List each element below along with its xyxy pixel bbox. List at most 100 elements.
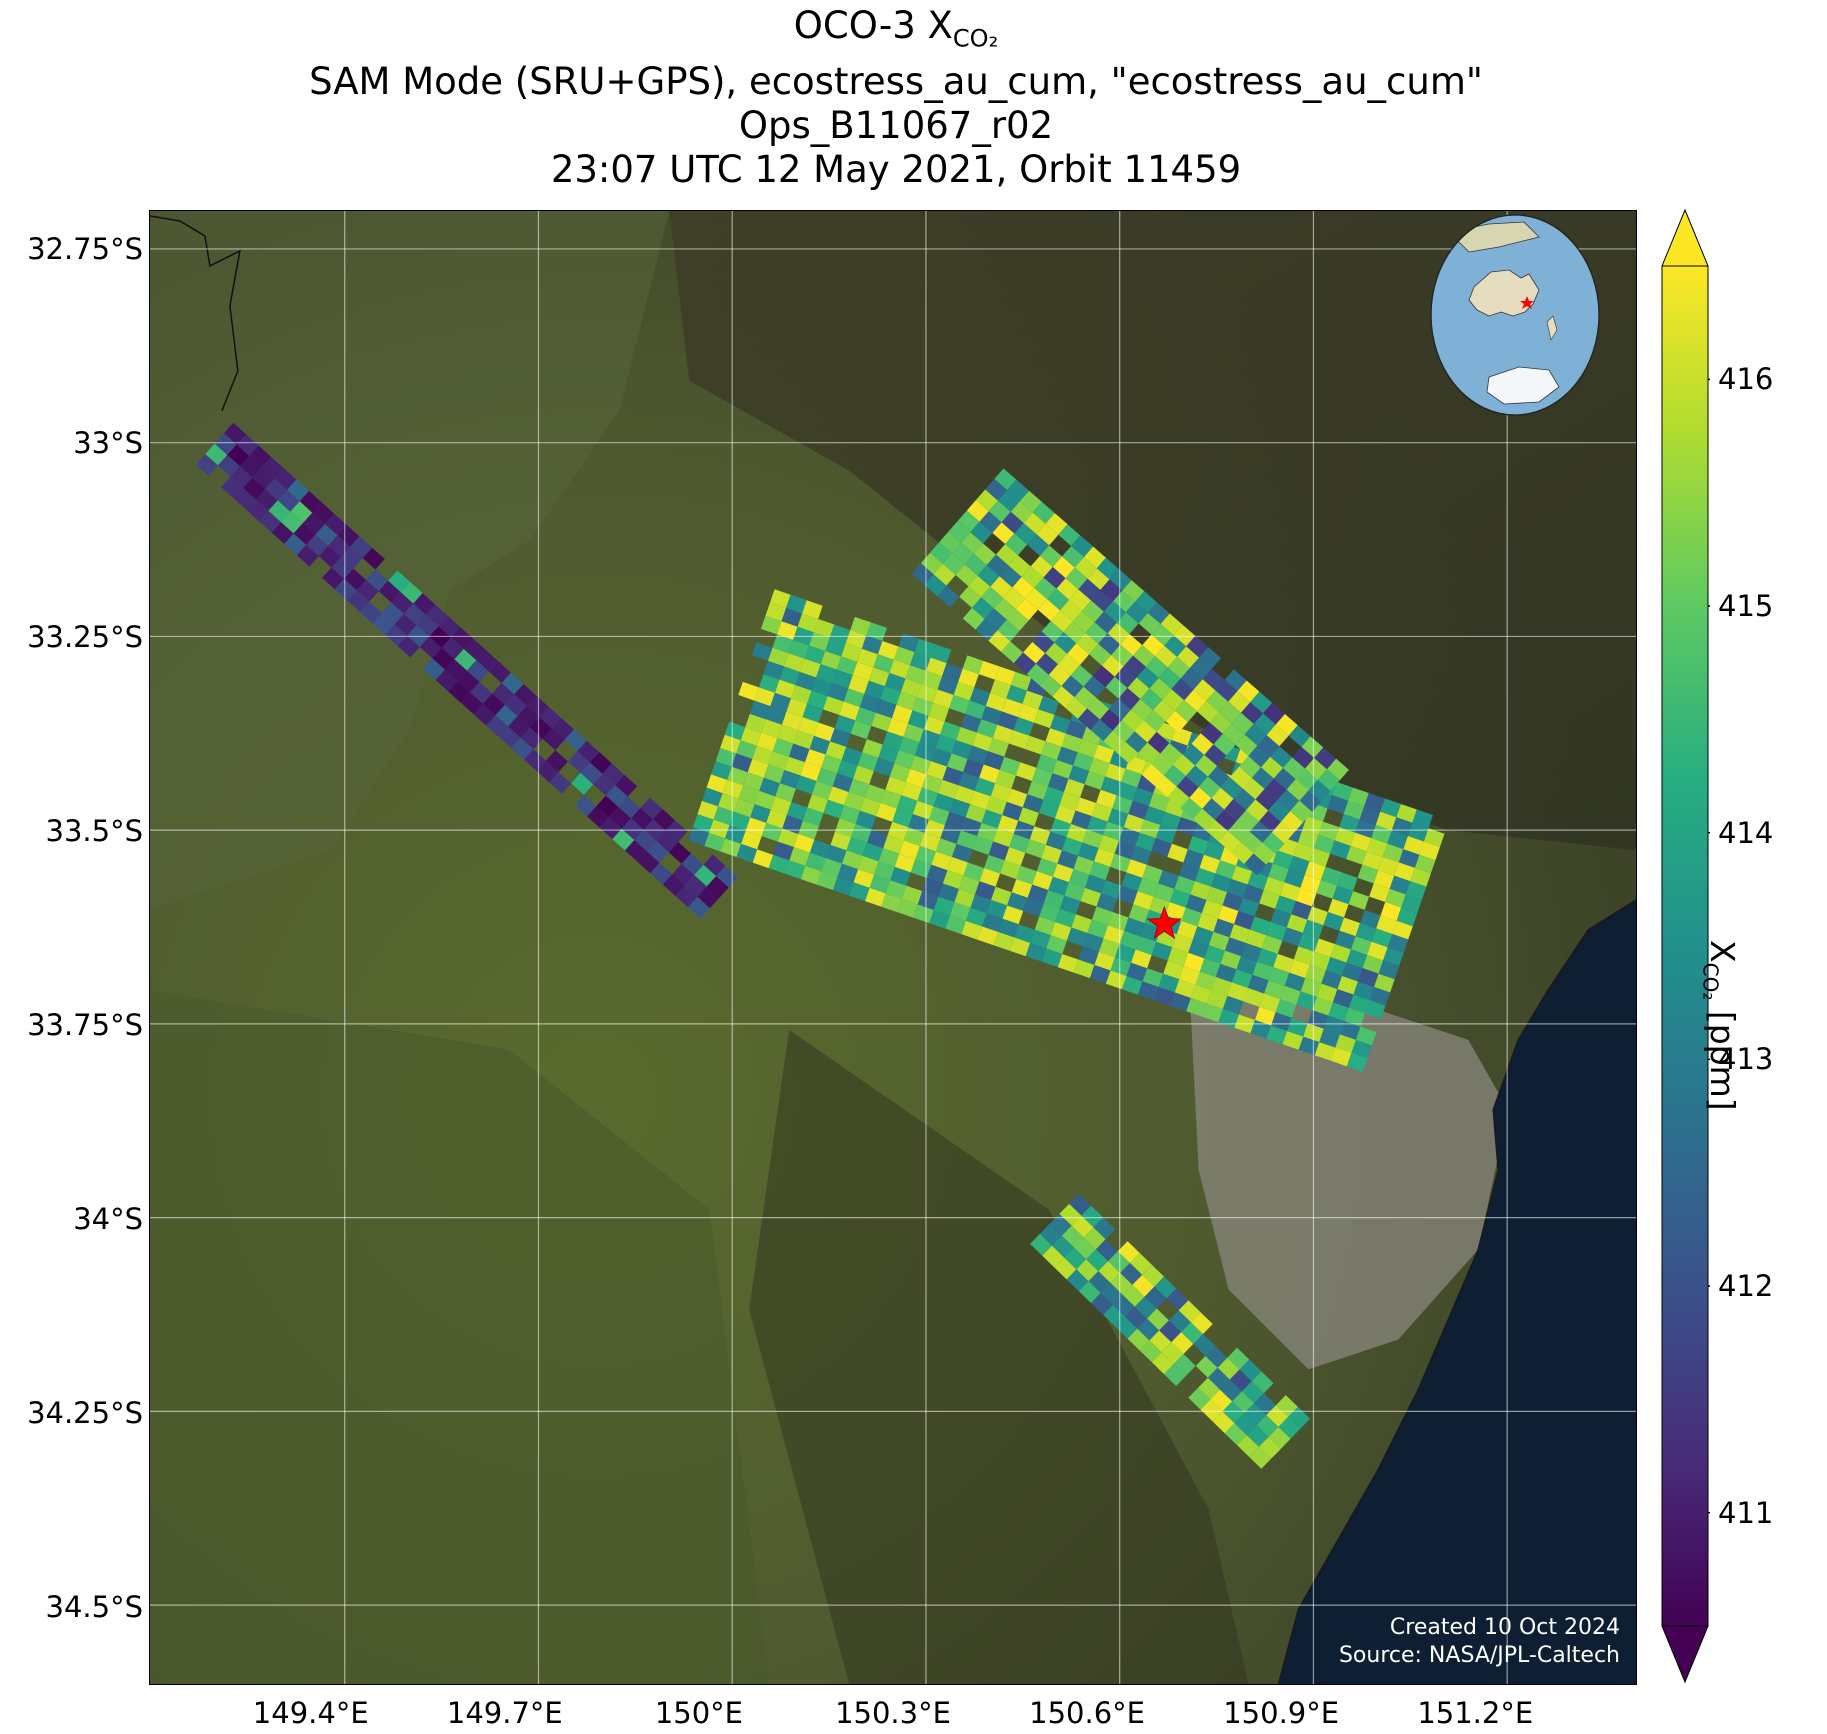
xco2-footprint xyxy=(937,779,959,799)
xco2-footprint xyxy=(926,864,948,884)
xco2-footprint xyxy=(1052,1235,1074,1258)
xco2-footprint xyxy=(221,476,244,499)
map-panel[interactable]: Created 10 Oct 2024 Source: NASA/JPL-Cal… xyxy=(149,210,1637,1685)
xco2-footprint xyxy=(961,817,982,837)
xco2-footprint xyxy=(905,768,927,788)
xco2-footprint xyxy=(1317,769,1340,791)
xco2-footprint xyxy=(688,896,711,919)
xco2-footprint xyxy=(1048,876,1069,896)
xco2-footprint xyxy=(445,659,467,682)
xco2-footprint xyxy=(1061,1225,1084,1248)
xco2-footprint xyxy=(958,772,980,791)
xco2-footprint xyxy=(706,876,729,898)
xco2-footprint xyxy=(850,720,872,740)
xco2-footprint xyxy=(1244,1403,1267,1426)
xco2-footprint xyxy=(876,802,897,822)
xco2-footprint xyxy=(851,823,872,843)
xco2-footprint xyxy=(823,799,845,819)
xco2-footprint xyxy=(953,681,975,701)
xco2-footprint xyxy=(1244,853,1267,876)
xco2-footprint xyxy=(1089,861,1111,881)
xco2-footprint xyxy=(1186,635,1209,658)
xco2-footprint xyxy=(511,737,534,760)
xco2-footprint xyxy=(1185,894,1207,914)
xco2-footprint xyxy=(1126,859,1147,878)
xco2-footprint xyxy=(1197,700,1220,723)
xco2-footprint xyxy=(1140,688,1163,711)
xco2-footprint xyxy=(1234,1413,1257,1436)
xco2-footprint xyxy=(1164,1364,1186,1387)
xco2-footprint xyxy=(1198,776,1221,799)
xco2-footprint xyxy=(1337,975,1358,995)
lon-tick-label: 150.9°E xyxy=(1223,1696,1340,1730)
xco2-footprint xyxy=(1096,789,1117,809)
xco2-footprint xyxy=(973,543,996,566)
xco2-footprint xyxy=(1236,956,1258,975)
xco2-footprint xyxy=(1339,917,1361,937)
xco2-footprint xyxy=(874,861,895,881)
xco2-footprint xyxy=(1005,533,1028,556)
xco2-footprint xyxy=(1022,794,1044,813)
xco2-footprint xyxy=(1282,927,1303,947)
xco2-footprint xyxy=(893,646,915,666)
xco2-footprint xyxy=(857,752,879,772)
xco2-footprint xyxy=(1125,601,1148,624)
xco2-footprint xyxy=(1121,768,1142,788)
xco2-footprint xyxy=(1280,985,1301,1005)
xco2-footprint xyxy=(763,764,785,784)
xco2-footprint xyxy=(612,828,635,851)
xco2-footprint xyxy=(1129,1252,1152,1275)
xco2-footprint xyxy=(805,852,826,872)
xco2-footprint xyxy=(975,619,998,641)
xco2-footprint xyxy=(1217,905,1239,925)
xco2-footprint xyxy=(385,624,408,647)
xco2-footprint xyxy=(324,513,347,536)
xco2-footprint xyxy=(195,453,218,476)
colorbar-tick-label: 411 xyxy=(1718,1495,1774,1530)
xco2-footprint xyxy=(830,728,851,747)
xco2-footprint xyxy=(413,593,436,615)
xco2-footprint xyxy=(1222,892,1244,911)
xco2-footprint xyxy=(1351,1039,1372,1059)
xco2-footprint xyxy=(703,854,726,877)
xco2-footprint xyxy=(1330,1047,1352,1067)
xco2-footprint xyxy=(1344,1007,1365,1027)
xco2-footprint xyxy=(1188,1387,1211,1410)
xco2-footprint xyxy=(901,885,923,905)
xco2-footprint xyxy=(908,814,929,833)
xco2-footprint xyxy=(1259,993,1281,1013)
xco2-footprint xyxy=(1067,643,1090,665)
xco2-footprint xyxy=(1218,831,1241,853)
colorbar-tick-label: 413 xyxy=(1718,1042,1774,1077)
xco2-footprint xyxy=(1085,622,1108,644)
xco2-footprint xyxy=(981,913,1003,932)
lon-tick-label: 150°E xyxy=(654,1696,743,1730)
xco2-footprint xyxy=(1348,787,1369,807)
xco2-footprint xyxy=(1374,973,1395,993)
xco2-footprint xyxy=(1087,697,1110,720)
xco2-footprint xyxy=(1328,1002,1349,1022)
xco2-footprint xyxy=(952,542,974,565)
xco2-footprint xyxy=(1309,951,1331,971)
target-star-icon[interactable] xyxy=(1146,905,1182,940)
xco2-footprint xyxy=(1252,961,1274,981)
xco2-footprint xyxy=(897,898,918,918)
xco2-footprint xyxy=(1081,1205,1104,1228)
xco2-footprint xyxy=(1253,842,1276,865)
xco2-footprint xyxy=(871,712,892,732)
xco2-footprint xyxy=(1261,935,1283,954)
lon-tick-label: 149.4°E xyxy=(252,1696,369,1730)
xco2-footprint xyxy=(1010,501,1033,523)
xco2-footprint xyxy=(873,757,895,777)
xco2-footprint xyxy=(1220,950,1242,970)
xco2-footprint xyxy=(1335,1034,1356,1054)
lat-tick-label: 34°S xyxy=(73,1202,143,1237)
xco2-footprint xyxy=(1206,990,1228,1010)
xco2-footprint xyxy=(770,589,791,609)
xco2-footprint xyxy=(1394,862,1415,882)
xco2-footprint xyxy=(765,706,787,725)
xco2-footprint xyxy=(1231,865,1253,885)
xco2-footprint xyxy=(1109,568,1132,591)
xco2-footprint xyxy=(1013,652,1037,675)
xco2-footprint xyxy=(492,683,515,705)
